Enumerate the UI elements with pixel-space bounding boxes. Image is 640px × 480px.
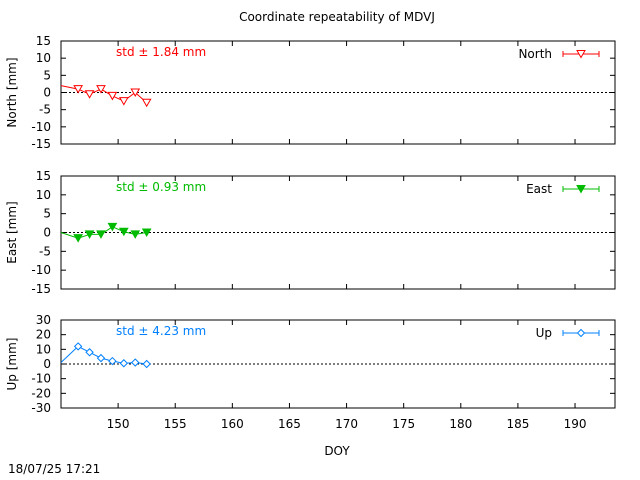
data-point	[141, 228, 152, 238]
y-tick-label: 10	[36, 342, 51, 356]
y-tick-label: -15	[31, 137, 51, 151]
chart-panels: 15 10 5 0 -5 -10 -15 North [mm] std ± 1.84 mm Nor…	[5, 34, 616, 431]
data-point	[142, 359, 151, 369]
y-tick-label: -10	[31, 263, 51, 277]
data-point	[118, 227, 129, 237]
legend-label: North	[518, 47, 552, 61]
data-point	[96, 85, 106, 94]
y-tick-label: -20	[31, 386, 51, 400]
legend-label: East	[526, 182, 552, 196]
y-tick-label: 15	[36, 169, 51, 183]
chart-title: Coordinate repeatability of MDVJ	[239, 10, 435, 24]
y-tick-label: 5	[43, 207, 51, 221]
data-point	[107, 91, 118, 101]
legend-marker	[576, 328, 586, 338]
data-point	[85, 348, 94, 357]
y-tick-label: 30	[36, 313, 51, 327]
data-point	[118, 97, 129, 106]
y-tick-label: 5	[43, 68, 51, 82]
x-tick-label: 180	[449, 417, 472, 431]
legend-label: Up	[536, 326, 552, 340]
y-tick-label: 10	[36, 51, 51, 65]
std-annotation: std ± 0.93 mm	[116, 180, 206, 194]
data-point	[130, 88, 141, 98]
data-point	[73, 342, 83, 351]
x-tick-label: 160	[221, 417, 244, 431]
x-tick-label: 155	[164, 417, 187, 431]
data-point	[84, 90, 95, 99]
x-tick-label: 170	[335, 417, 358, 431]
std-annotation: std ± 4.23 mm	[116, 324, 206, 338]
y-axis-label: North [mm]	[5, 57, 19, 127]
data-point	[108, 356, 117, 366]
y-tick-label: 20	[36, 328, 51, 342]
y-axis-label: East [mm]	[5, 201, 19, 263]
panel-east: 15 10 5 0 -5 -10 -15 East [mm] std ± 0.93 mm East	[5, 169, 616, 296]
std-annotation: std ± 1.84 mm	[116, 45, 206, 59]
y-tick-label: -30	[31, 401, 51, 415]
data-point	[84, 230, 95, 239]
data-point	[131, 358, 140, 367]
data-point	[130, 230, 141, 239]
y-tick-label: 0	[43, 226, 51, 240]
x-axis-label: DOY	[324, 444, 350, 458]
y-tick-label: 0	[43, 86, 51, 100]
x-tick-label: 175	[392, 417, 415, 431]
legend-marker	[576, 50, 586, 59]
data-point	[141, 98, 152, 108]
panel-north: 15 10 5 0 -5 -10 -15 North [mm] std ± 1.84 mm Nor…	[5, 34, 616, 151]
x-tick-label: 185	[506, 417, 529, 431]
y-tick-label: -10	[31, 372, 51, 386]
data-point	[96, 230, 106, 239]
x-tick-label: 150	[107, 417, 130, 431]
y-tick-label: 0	[43, 357, 51, 371]
y-tick-label: 10	[36, 188, 51, 202]
y-tick-label: -15	[31, 282, 51, 296]
y-tick-label: -5	[39, 244, 51, 258]
timestamp: 18/07/25 17:21	[8, 462, 100, 476]
data-point	[107, 222, 118, 232]
data-point	[73, 234, 83, 243]
x-tick-label: 165	[278, 417, 301, 431]
data-point	[96, 353, 106, 363]
legend-marker	[576, 185, 586, 194]
data-point	[73, 85, 83, 94]
y-tick-label: -5	[39, 103, 51, 117]
y-tick-label: 15	[36, 34, 51, 48]
x-tick-label: 190	[564, 417, 587, 431]
y-tick-label: -10	[31, 120, 51, 134]
data-point	[119, 359, 129, 368]
y-axis-label: Up [mm]	[5, 338, 19, 391]
